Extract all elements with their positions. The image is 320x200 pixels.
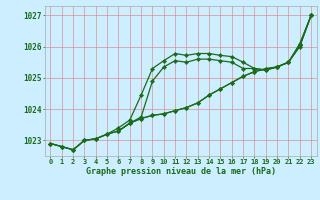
X-axis label: Graphe pression niveau de la mer (hPa): Graphe pression niveau de la mer (hPa) [86, 167, 276, 176]
